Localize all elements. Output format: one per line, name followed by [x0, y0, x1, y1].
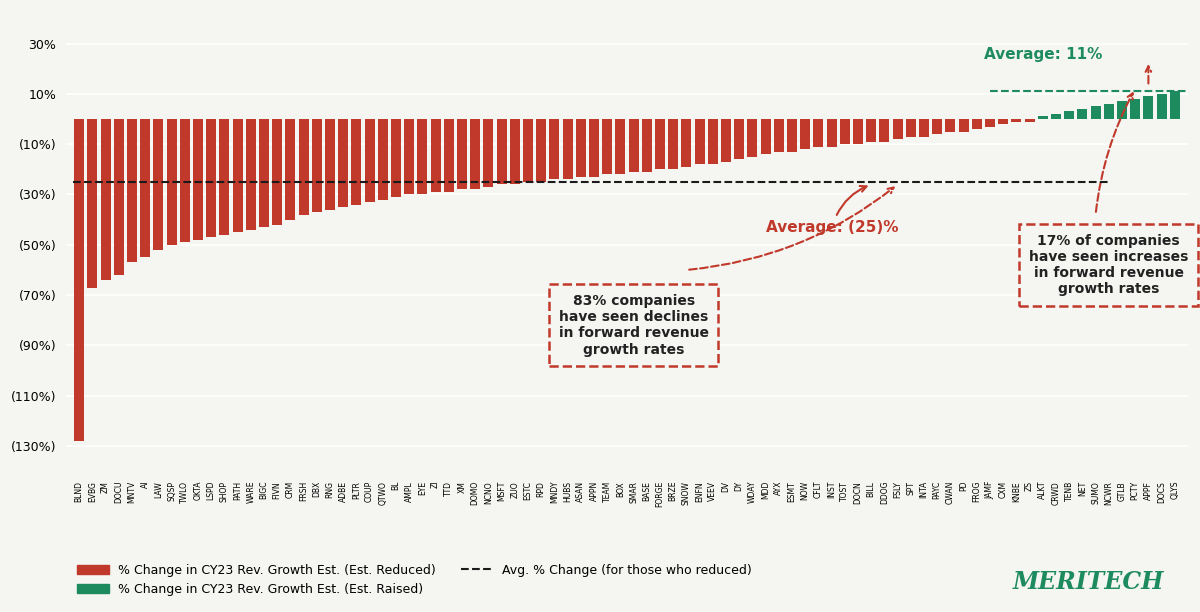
Bar [919, 119, 929, 136]
Bar [536, 119, 546, 182]
Bar [906, 119, 916, 136]
Bar [418, 119, 427, 195]
Bar [1144, 96, 1153, 119]
Bar [827, 119, 836, 147]
Bar [893, 119, 902, 139]
Bar [985, 119, 995, 127]
Bar [1078, 109, 1087, 119]
Bar [497, 119, 506, 184]
Bar [734, 119, 744, 159]
Bar [642, 119, 652, 172]
Bar [338, 119, 348, 207]
Bar [167, 119, 176, 245]
Bar [206, 119, 216, 237]
Bar [998, 119, 1008, 124]
Bar [1091, 106, 1100, 119]
Bar [470, 119, 480, 190]
Bar [220, 119, 229, 235]
Bar [193, 119, 203, 240]
Bar [352, 119, 361, 204]
Bar [378, 119, 388, 200]
Bar [299, 119, 308, 215]
Bar [629, 119, 638, 172]
Bar [602, 119, 612, 174]
Bar [404, 119, 414, 195]
Bar [932, 119, 942, 134]
Bar [312, 119, 322, 212]
Bar [259, 119, 269, 227]
Bar [774, 119, 784, 152]
Bar [88, 119, 97, 288]
Bar [866, 119, 876, 141]
Bar [1064, 111, 1074, 119]
Bar [563, 119, 572, 179]
Bar [946, 119, 955, 132]
Bar [800, 119, 810, 149]
Text: 17% of companies
have seen increases
in forward revenue
growth rates: 17% of companies have seen increases in … [1030, 234, 1188, 296]
Bar [510, 119, 520, 184]
Bar [140, 119, 150, 258]
Bar [748, 119, 757, 157]
Bar [523, 119, 533, 182]
Bar [1130, 99, 1140, 119]
Bar [1104, 104, 1114, 119]
Legend: % Change in CY23 Rev. Growth Est. (Est. Reduced), % Change in CY23 Rev. Growth E: % Change in CY23 Rev. Growth Est. (Est. … [72, 559, 757, 601]
Text: Average: (25)%: Average: (25)% [766, 186, 898, 235]
Bar [1038, 116, 1048, 119]
Bar [74, 119, 84, 441]
Bar [880, 119, 889, 141]
Text: Average: 11%: Average: 11% [984, 47, 1102, 62]
Bar [761, 119, 770, 154]
Bar [365, 119, 374, 202]
Bar [1157, 94, 1166, 119]
Bar [444, 119, 454, 192]
Bar [180, 119, 190, 242]
Bar [1025, 119, 1034, 122]
Text: MERITECH: MERITECH [1013, 570, 1164, 594]
Bar [682, 119, 691, 167]
Bar [1170, 91, 1180, 119]
Bar [853, 119, 863, 144]
Bar [325, 119, 335, 209]
Bar [668, 119, 678, 170]
Bar [127, 119, 137, 263]
Bar [101, 119, 110, 280]
Bar [233, 119, 242, 232]
Bar [246, 119, 256, 230]
Bar [972, 119, 982, 129]
Bar [484, 119, 493, 187]
Bar [272, 119, 282, 225]
Bar [154, 119, 163, 250]
Bar [787, 119, 797, 152]
Bar [589, 119, 599, 177]
Bar [695, 119, 704, 164]
Bar [708, 119, 718, 164]
Bar [655, 119, 665, 170]
Bar [286, 119, 295, 220]
Bar [114, 119, 124, 275]
Bar [959, 119, 968, 132]
Bar [616, 119, 625, 174]
Bar [550, 119, 559, 179]
Bar [1117, 102, 1127, 119]
Text: 83% companies
have seen declines
in forward revenue
growth rates: 83% companies have seen declines in forw… [559, 294, 708, 357]
Bar [840, 119, 850, 144]
Bar [1051, 114, 1061, 119]
Bar [576, 119, 586, 177]
Bar [457, 119, 467, 190]
Bar [431, 119, 440, 192]
Bar [814, 119, 823, 147]
Bar [1012, 119, 1021, 122]
Bar [721, 119, 731, 162]
Bar [391, 119, 401, 197]
